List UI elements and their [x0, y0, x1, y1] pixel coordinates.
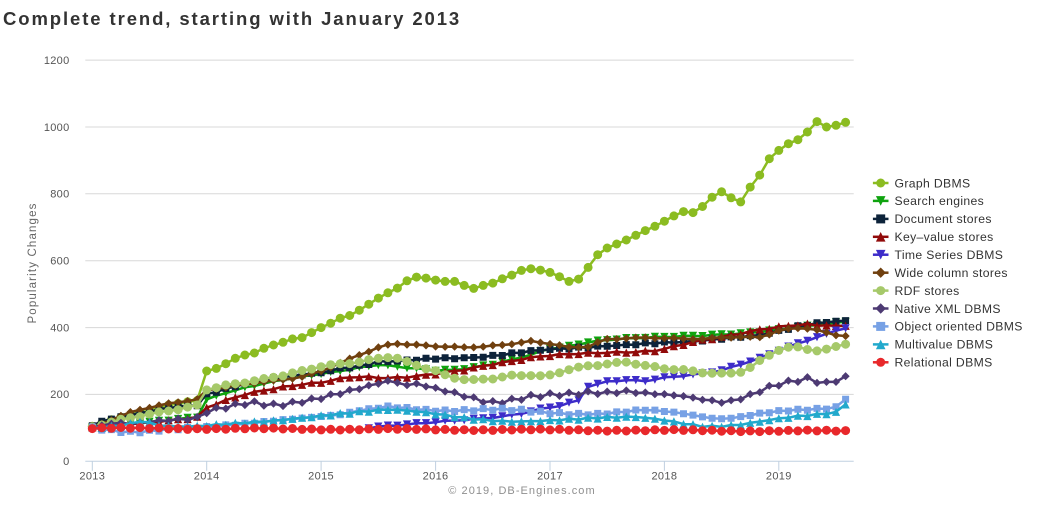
svg-text:Search engines: Search engines — [895, 194, 985, 208]
svg-text:2016: 2016 — [423, 471, 449, 483]
svg-text:2018: 2018 — [651, 471, 677, 483]
svg-text:RDF stores: RDF stores — [895, 284, 960, 298]
svg-text:Key–value stores: Key–value stores — [895, 230, 994, 244]
svg-text:Relational DBMS: Relational DBMS — [895, 356, 993, 370]
svg-text:2017: 2017 — [537, 471, 563, 483]
svg-text:Object oriented DBMS: Object oriented DBMS — [895, 320, 1023, 334]
svg-text:0: 0 — [63, 456, 69, 468]
svg-text:400: 400 — [50, 322, 69, 334]
svg-text:Native XML DBMS: Native XML DBMS — [895, 302, 1001, 316]
svg-text:Wide column stores: Wide column stores — [895, 266, 1008, 280]
svg-text:1200: 1200 — [44, 55, 70, 67]
svg-text:Graph DBMS: Graph DBMS — [895, 176, 971, 190]
svg-text:Popularity Changes: Popularity Changes — [27, 202, 39, 323]
svg-text:200: 200 — [50, 389, 69, 401]
svg-text:2014: 2014 — [194, 471, 220, 483]
svg-text:800: 800 — [50, 189, 69, 201]
svg-text:600: 600 — [50, 256, 69, 268]
svg-text:Time Series DBMS: Time Series DBMS — [895, 248, 1004, 262]
svg-text:2013: 2013 — [79, 471, 105, 483]
svg-text:2019: 2019 — [766, 471, 792, 483]
svg-text:© 2019, DB-Engines.com: © 2019, DB-Engines.com — [448, 485, 595, 497]
svg-text:2015: 2015 — [308, 471, 334, 483]
svg-text:1000: 1000 — [44, 122, 70, 134]
svg-text:Multivalue DBMS: Multivalue DBMS — [895, 338, 994, 352]
svg-text:Document stores: Document stores — [895, 212, 992, 226]
